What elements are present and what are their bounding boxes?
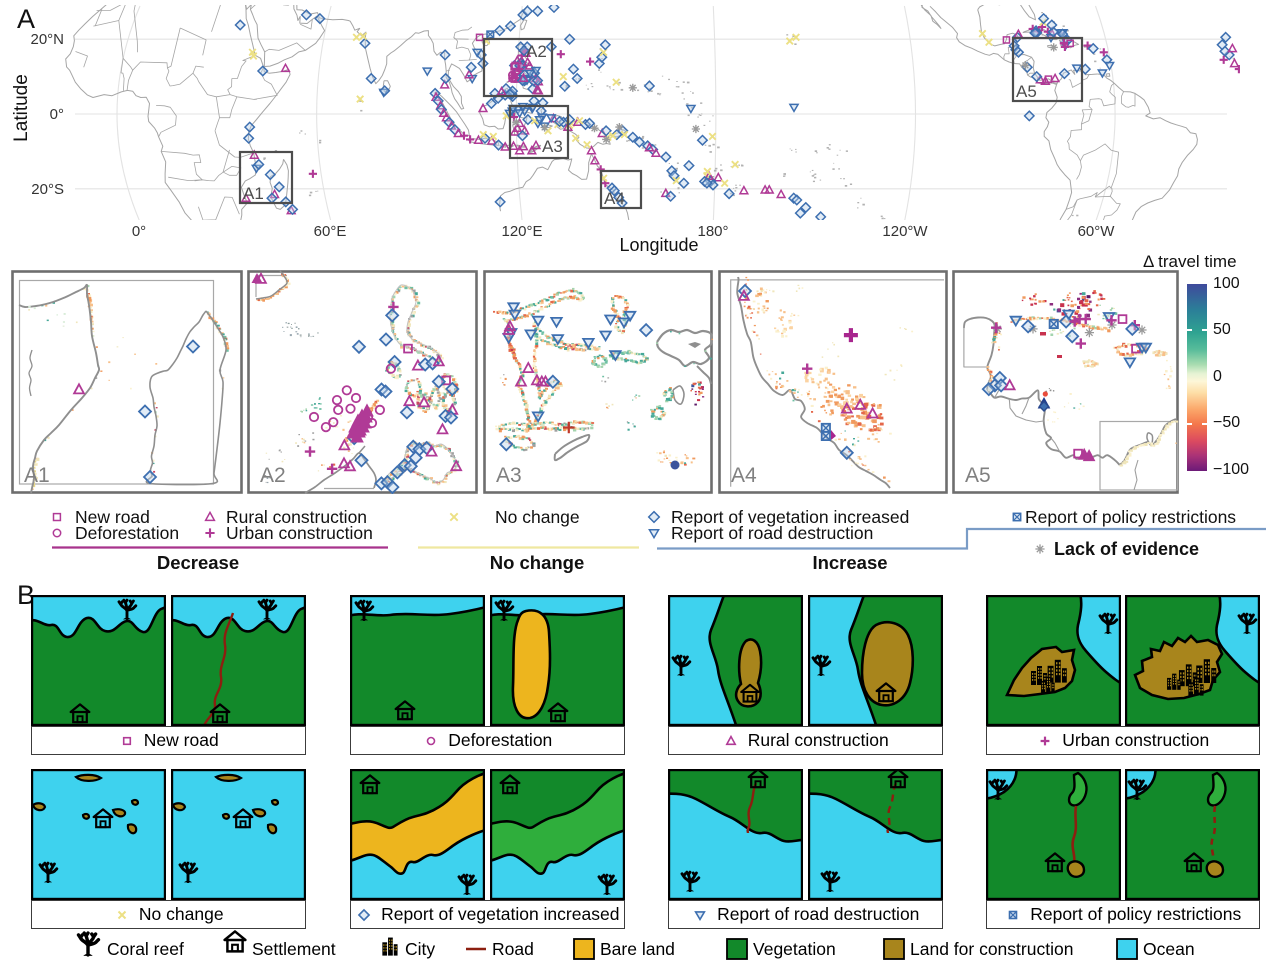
svg-text:Road: Road (492, 939, 534, 959)
svg-text:A2: A2 (526, 42, 547, 61)
svg-text:Coral reef: Coral reef (107, 939, 184, 959)
svg-text:A4: A4 (731, 464, 757, 487)
svg-text:120°W: 120°W (882, 223, 928, 240)
svg-text:Ocean: Ocean (1143, 939, 1195, 959)
svg-text:20°N: 20°N (30, 31, 64, 48)
svg-text:Rural construction: Rural construction (226, 507, 367, 527)
svg-text:Vegetation: Vegetation (753, 939, 836, 959)
svg-text:A5: A5 (965, 464, 991, 487)
svg-text:Urban construction: Urban construction (226, 523, 373, 543)
svg-text:A5: A5 (1016, 82, 1037, 101)
svg-text:Bare land: Bare land (600, 939, 675, 959)
svg-text:Longitude: Longitude (619, 235, 698, 255)
svg-text:No change: No change (490, 552, 585, 573)
svg-text:A1: A1 (24, 464, 50, 487)
svg-text:0°: 0° (50, 106, 64, 123)
svg-text:Lack of evidence: Lack of evidence (1054, 539, 1199, 559)
svg-text:60°E: 60°E (314, 223, 347, 240)
svg-text:0°: 0° (132, 223, 146, 240)
svg-text:No change: No change (495, 507, 580, 527)
svg-text:Report of road destruction: Report of road destruction (671, 523, 873, 543)
svg-text:Decrease: Decrease (157, 552, 239, 573)
svg-text:Increase: Increase (812, 552, 887, 573)
svg-text:New road: New road (75, 507, 150, 527)
svg-text:Report of vegetation increased: Report of vegetation increased (671, 507, 909, 527)
svg-text:Settlement: Settlement (252, 939, 336, 959)
svg-text:120°E: 120°E (501, 223, 542, 240)
svg-text:A4: A4 (604, 189, 625, 208)
svg-text:City: City (405, 939, 435, 959)
svg-text:A2: A2 (260, 464, 286, 487)
svg-text:180°: 180° (697, 223, 728, 240)
svg-text:Deforestation: Deforestation (75, 523, 179, 543)
svg-text:A1: A1 (243, 184, 264, 203)
svg-text:A3: A3 (542, 137, 563, 156)
svg-text:20°S: 20°S (31, 181, 64, 198)
svg-text:60°W: 60°W (1078, 223, 1116, 240)
svg-text:Report of policy restrictions: Report of policy restrictions (1025, 507, 1236, 527)
svg-text:A3: A3 (496, 464, 522, 487)
svg-text:Land for construction: Land for construction (910, 939, 1073, 959)
